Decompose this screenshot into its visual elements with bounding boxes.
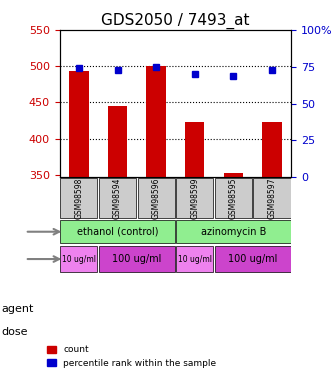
Text: 100 ug/ml: 100 ug/ml xyxy=(228,254,277,264)
FancyBboxPatch shape xyxy=(60,220,175,243)
FancyBboxPatch shape xyxy=(99,246,175,272)
Text: GSM98595: GSM98595 xyxy=(229,177,238,219)
Text: GSM98594: GSM98594 xyxy=(113,177,122,219)
Bar xyxy=(108,106,127,177)
FancyBboxPatch shape xyxy=(60,178,97,218)
Text: 10 ug/ml: 10 ug/ml xyxy=(62,255,96,264)
FancyBboxPatch shape xyxy=(254,178,291,218)
FancyBboxPatch shape xyxy=(176,220,291,243)
Text: GSM98598: GSM98598 xyxy=(74,177,83,219)
FancyBboxPatch shape xyxy=(60,246,97,272)
Bar xyxy=(69,71,88,177)
Text: dose: dose xyxy=(2,327,28,337)
FancyBboxPatch shape xyxy=(215,178,252,218)
FancyBboxPatch shape xyxy=(176,178,213,218)
Bar xyxy=(185,122,204,177)
FancyBboxPatch shape xyxy=(215,246,291,272)
Bar xyxy=(224,174,243,177)
Text: GSM98597: GSM98597 xyxy=(267,177,276,219)
Text: agent: agent xyxy=(2,304,34,314)
Text: GSM98599: GSM98599 xyxy=(190,177,199,219)
Text: 10 ug/ml: 10 ug/ml xyxy=(178,255,212,264)
Title: GDS2050 / 7493_at: GDS2050 / 7493_at xyxy=(101,12,250,28)
FancyBboxPatch shape xyxy=(138,178,175,218)
FancyBboxPatch shape xyxy=(176,246,213,272)
Text: GSM98596: GSM98596 xyxy=(152,177,161,219)
FancyBboxPatch shape xyxy=(99,178,136,218)
Text: 100 ug/ml: 100 ug/ml xyxy=(112,254,162,264)
Legend: count, percentile rank within the sample: count, percentile rank within the sample xyxy=(44,342,219,370)
Text: ethanol (control): ethanol (control) xyxy=(77,227,158,237)
Text: azinomycin B: azinomycin B xyxy=(201,227,266,237)
Bar xyxy=(262,122,282,177)
Bar xyxy=(146,66,166,177)
